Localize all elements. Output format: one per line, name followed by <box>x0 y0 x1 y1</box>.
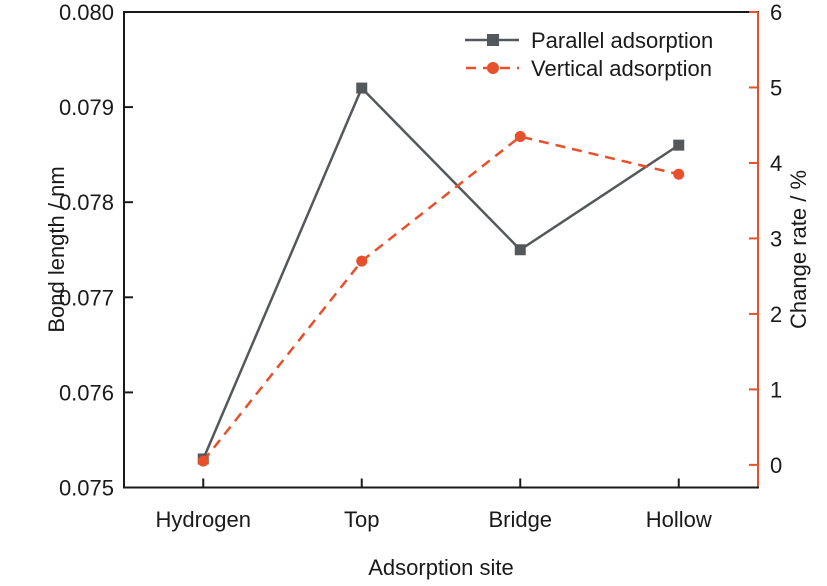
data-point-circle <box>197 455 209 467</box>
right-axis-tick-label: 2 <box>770 302 782 327</box>
x-axis-tick-label: Hollow <box>646 507 712 532</box>
right-axis-tick-label: 3 <box>770 226 782 251</box>
legend-entry-parallel: Parallel adsorption <box>465 28 713 53</box>
data-point-circle <box>356 255 368 267</box>
right-axis-tick-label: 1 <box>770 377 782 402</box>
legend-label-parallel: Parallel adsorption <box>531 28 713 53</box>
right-axis-tick-label: 5 <box>770 75 782 100</box>
axis-tick-labels: 0.075 0.076 0.077 0.078 0.079 0.080 0 1 2 3 4 5 6 Hyd… <box>59 0 782 532</box>
right-axis-tick-label: 4 <box>770 151 782 176</box>
plot-frame <box>123 11 759 489</box>
right-axis-title: Change rate / % <box>786 170 811 329</box>
x-axis-tick-label: Hydrogen <box>156 507 251 532</box>
data-point-square <box>356 82 368 94</box>
data-point-square <box>514 244 526 256</box>
left-axis-tick-label: 0.075 <box>59 476 114 501</box>
legend-entry-vertical: Vertical adsorption <box>466 56 712 81</box>
legend-label-vertical: Vertical adsorption <box>531 56 712 81</box>
left-axis-tick-label: 0.079 <box>59 95 114 120</box>
left-axis-tick-label: 0.077 <box>59 285 114 310</box>
left-axis-tick-label: 0.076 <box>59 380 114 405</box>
series-line-square <box>202 85 680 460</box>
left-axis-tick-label: 0.078 <box>59 190 114 215</box>
right-axis-tick-label: 6 <box>770 0 782 25</box>
data-point-circle <box>514 131 526 143</box>
series-line-circle <box>202 135 680 462</box>
data-point-square <box>673 139 685 151</box>
axis-ticks <box>124 11 758 489</box>
x-axis-tick-label: Top <box>344 507 379 532</box>
left-axis-title: Bond length / nm <box>44 166 69 332</box>
data-series <box>197 82 685 467</box>
x-axis-title: Adsorption site <box>368 555 514 580</box>
legend: Parallel adsorption Vertical adsorption <box>465 28 713 81</box>
right-axis-tick-label: 0 <box>770 453 782 478</box>
legend-marker-square-icon <box>487 34 499 46</box>
left-axis-tick-label: 0.080 <box>59 0 114 25</box>
legend-marker-circle-icon <box>487 62 499 74</box>
data-point-circle <box>673 168 685 180</box>
x-axis-tick-label: Bridge <box>488 507 552 532</box>
